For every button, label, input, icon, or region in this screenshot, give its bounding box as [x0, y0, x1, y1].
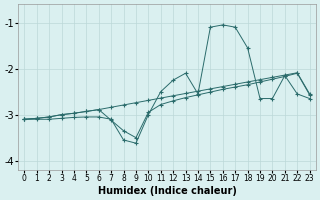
X-axis label: Humidex (Indice chaleur): Humidex (Indice chaleur) [98, 186, 236, 196]
